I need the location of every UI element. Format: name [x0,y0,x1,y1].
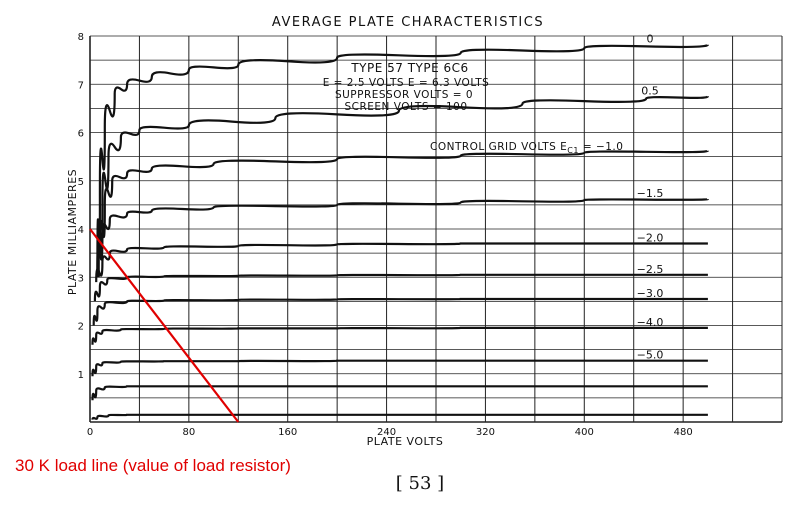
x-tick-label: 80 [182,427,195,438]
plate-curve [96,43,709,278]
chart-title: AVERAGE PLATE CHARACTERISTICS [272,15,544,30]
x-tick-label: 160 [278,427,297,438]
legend-title-sub: C1 [567,146,579,155]
curve-label: 0.5 [641,84,659,97]
legend-title: CONTROL GRID VOLTS EC1 = −1.0 [430,141,623,155]
load-line-annotation: 30 K load line (value of load resistor) [15,456,291,475]
x-tick-label: 240 [377,427,396,438]
tube-info-line3: SUPPRESSOR VOLTS = 0 [335,89,473,101]
x-tick-label: 0 [87,427,93,438]
y-tick-label: 4 [78,225,84,236]
plate-curves [91,43,709,420]
plate-curve [91,326,708,345]
y-tick-label: 6 [78,129,84,140]
x-tick-label: 480 [674,427,693,438]
x-tick-label: 320 [476,427,495,438]
y-axis-label: PLATE MILLIAMPERES [66,169,79,295]
curve-label: −2.0 [637,231,664,244]
x-tick-label: 400 [575,427,594,438]
y-tick-label: 7 [78,80,84,91]
plate-curve [92,297,708,326]
curve-label: −3.0 [637,287,664,300]
curve-label: −1.5 [637,187,664,200]
y-tick-label: 5 [78,177,84,188]
plate-curve [95,242,708,283]
plate-curve [98,149,709,254]
x-axis-label: PLATE VOLTS [367,435,444,448]
plate-curve [97,95,709,278]
x-tick-labels: 0 80 160 240 320 400 480 [87,427,693,438]
legend-title-suffix: = −1.0 [579,141,623,153]
tube-info-line4: SCREEN VOLTS = 100 [344,101,467,113]
y-tick-label: 2 [78,322,84,333]
tube-info-line2: E = 2.5 VOLTS E = 6.3 VOLTS [323,77,490,89]
tube-info-line1: TYPE 57 TYPE 6C6 [350,61,468,75]
legend-title-main: CONTROL GRID VOLTS E [430,141,567,153]
tube-info-block: TYPE 57 TYPE 6C6 E = 2.5 VOLTS E = 6.3 V… [323,61,490,113]
y-tick-label: 8 [78,32,84,43]
plate-curve [96,198,709,273]
y-tick-label: 1 [78,370,84,381]
y-tick-labels: 1 2 3 4 5 6 7 8 [78,32,84,381]
curve-label: −5.0 [637,349,664,362]
y-tick-label: 3 [78,273,84,284]
curve-label: 0 [647,33,654,46]
plate-curve [91,413,708,420]
plate-curve [93,273,708,302]
curve-label: −4.0 [637,316,664,329]
load-line [89,228,240,423]
plate-curve [91,385,708,401]
plate-curve [91,359,708,377]
page-number: [ 53 ] [396,473,444,494]
curve-label: −2.5 [637,263,664,276]
curve-labels: 0 0.5 −1.5 −2.0 −2.5 −3.0 −4.0 −5.0 [637,33,664,362]
